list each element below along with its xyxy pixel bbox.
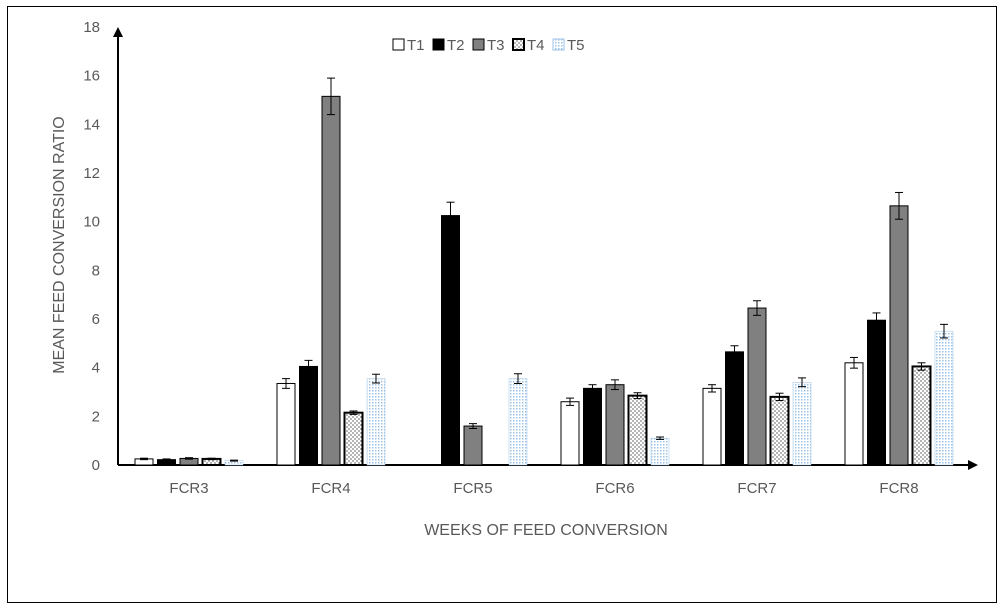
- y-tick-label: 12: [83, 165, 100, 182]
- y-tick-label: 14: [83, 116, 100, 133]
- bar-t1: [560, 401, 580, 466]
- y-axis-title: MEAN FEED CONVERSION RATIO: [51, 116, 68, 374]
- legend-swatch-t3: [472, 38, 485, 51]
- y-axis-arrow: [113, 27, 123, 37]
- x-tick-label: FCR3: [169, 480, 208, 497]
- x-axis-title: WEEKS OF FEED CONVERSION: [424, 522, 668, 539]
- bar-t3: [747, 307, 767, 466]
- x-tick-label: FCR7: [737, 480, 776, 497]
- legend-label-t3: T3: [487, 37, 505, 54]
- y-tick-label: 10: [83, 214, 100, 231]
- bar-t1: [702, 387, 722, 466]
- y-tick-label: 2: [92, 408, 100, 425]
- x-axis-arrow: [968, 460, 978, 470]
- legend-label-t4: T4: [527, 37, 545, 54]
- y-tick-label: 8: [92, 262, 100, 279]
- bar-t5: [934, 330, 954, 466]
- bar-t3: [463, 425, 483, 466]
- bars: [134, 77, 954, 467]
- bar-t3: [321, 95, 341, 466]
- legend-label-t5: T5: [567, 37, 585, 54]
- y-tick-label: 16: [83, 68, 100, 85]
- x-tick-label: FCR8: [879, 480, 918, 497]
- bar-t2: [441, 215, 460, 466]
- legend-label-t1: T1: [407, 37, 425, 54]
- legend-swatch-t5: [552, 38, 565, 51]
- bar-t3: [605, 384, 625, 466]
- x-tick-label: FCR5: [453, 480, 492, 497]
- legend-label-t2: T2: [447, 37, 465, 54]
- bar-t4: [627, 394, 648, 466]
- bar-t1: [276, 382, 296, 466]
- bar-t2: [299, 365, 318, 466]
- bar-t4: [769, 395, 790, 466]
- bar-t5: [508, 378, 528, 466]
- legend: T1 T2 T3 T4 T5: [392, 37, 585, 54]
- bar-t4: [343, 411, 364, 466]
- chart-frame: [7, 6, 997, 603]
- bar-t2: [583, 387, 602, 466]
- legend-swatch-t1: [392, 38, 405, 51]
- axes: 0 2 4 6 8 10 12 14 16 18 FCR3 FCR4 FCR5 FCR6 FCR7 FCR8: [83, 19, 978, 497]
- y-tick-label: 0: [92, 457, 100, 474]
- x-tick-label: FCR6: [595, 480, 634, 497]
- bar-t2: [867, 319, 886, 466]
- bar-t1: [844, 362, 864, 466]
- legend-swatch-t2: [432, 38, 445, 51]
- legend-swatch-t4: [512, 38, 525, 51]
- y-tick-label: 4: [92, 360, 100, 377]
- bar-t5: [792, 382, 812, 466]
- bar-t2: [725, 351, 744, 466]
- bar-t3: [889, 205, 909, 466]
- y-tick-label: 6: [92, 311, 100, 328]
- bar-t5: [650, 437, 670, 466]
- bar-t5: [366, 378, 386, 466]
- x-tick-label: FCR4: [311, 480, 350, 497]
- y-tick-label: 18: [83, 19, 100, 36]
- bar-t4: [911, 365, 932, 467]
